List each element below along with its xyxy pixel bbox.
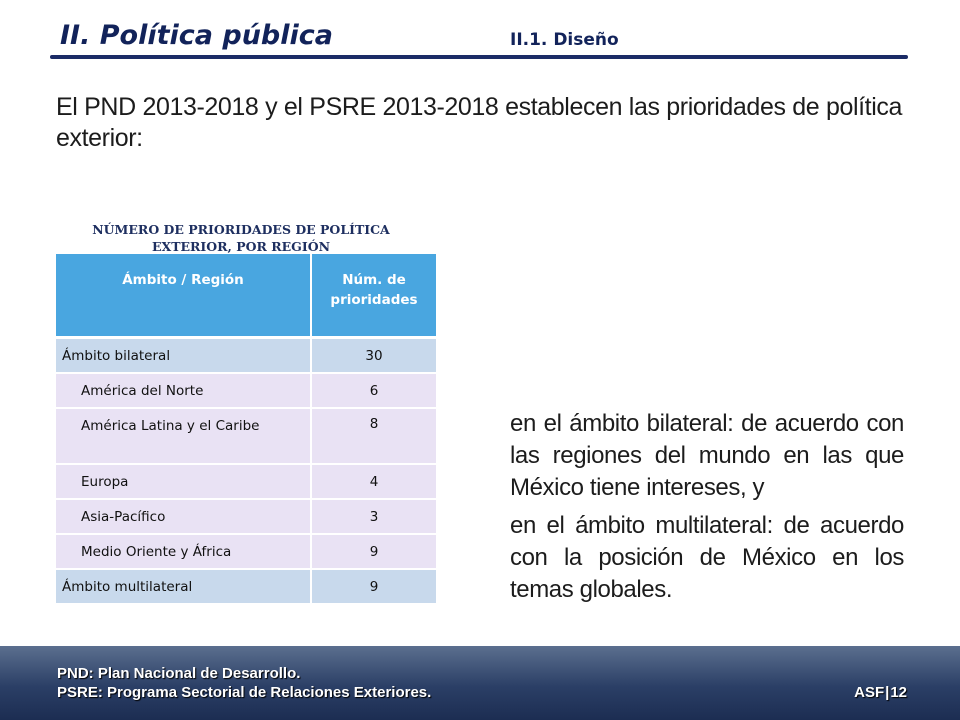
row-value: 9: [311, 569, 436, 605]
intro-paragraph: El PND 2013-2018 y el PSRE 2013-2018 est…: [56, 93, 902, 152]
header-divider: [50, 55, 908, 59]
row-value: 9: [311, 534, 436, 570]
row-value: 8: [311, 408, 436, 465]
row-value: 30: [311, 337, 436, 374]
page-title: II. Política pública: [60, 20, 333, 51]
table-caption-line-1: NÚMERO DE PRIORIDADES DE POLÍTICA: [92, 222, 390, 237]
footer-note-psre: PSRE: Programa Sectorial de Relaciones E…: [57, 684, 432, 701]
table-row: Ámbito bilateral 30: [56, 337, 436, 374]
table-row: Ámbito multilateral 9: [56, 569, 436, 605]
row-label: Asia-Pacífico: [56, 499, 312, 535]
column-header-region: Ámbito / Región: [56, 254, 312, 339]
column-header-count-line-2: prioridades: [330, 292, 418, 308]
page-separator: |: [885, 684, 890, 701]
row-value: 3: [311, 499, 436, 535]
page-number-tag: ASF|12: [854, 684, 907, 701]
page-subtitle: II.1. Diseño: [510, 30, 619, 50]
row-label: Medio Oriente y África: [56, 534, 312, 570]
priorities-table: Ámbito / Región Núm. de prioridades Ámbi…: [56, 254, 436, 605]
column-header-count: Núm. de prioridades: [311, 254, 436, 339]
table-row: América Latina y el Caribe 8: [56, 408, 436, 465]
table-header-row: Ámbito / Región Núm. de prioridades: [56, 254, 436, 339]
table-caption: NÚMERO DE PRIORIDADES DE POLÍTICA EXTERI…: [60, 221, 422, 255]
org-label: ASF: [854, 684, 885, 701]
row-label: Europa: [56, 464, 312, 500]
page-number: 12: [890, 684, 907, 701]
explanation-item-multilateral: en el ámbito multilateral: de acuerdo co…: [510, 512, 904, 603]
table-row: Europa 4: [56, 464, 436, 500]
row-label: América Latina y el Caribe: [56, 408, 312, 465]
slide-header: II. Política pública II.1. Diseño: [60, 14, 908, 54]
table-row: Medio Oriente y África 9: [56, 534, 436, 570]
table-caption-line-2: EXTERIOR, POR REGIÓN: [151, 239, 331, 254]
row-label: Ámbito bilateral: [56, 337, 312, 374]
row-value: 6: [311, 373, 436, 409]
table-row: Asia-Pacífico 3: [56, 499, 436, 535]
explanation-item-bilateral: en el ámbito bilateral: de acuerdo con l…: [510, 410, 904, 501]
row-value: 4: [311, 464, 436, 500]
table-row: América del Norte 6: [56, 373, 436, 409]
row-label: América del Norte: [56, 373, 312, 409]
column-header-count-line-1: Núm. de: [342, 272, 406, 288]
footer-band: PND: Plan Nacional de Desarrollo. PSRE: …: [0, 646, 960, 720]
footer-note-pnd: PND: Plan Nacional de Desarrollo.: [57, 665, 301, 682]
row-label: Ámbito multilateral: [56, 569, 312, 605]
explanation-list: en el ámbito bilateral: de acuerdo con l…: [510, 408, 904, 612]
